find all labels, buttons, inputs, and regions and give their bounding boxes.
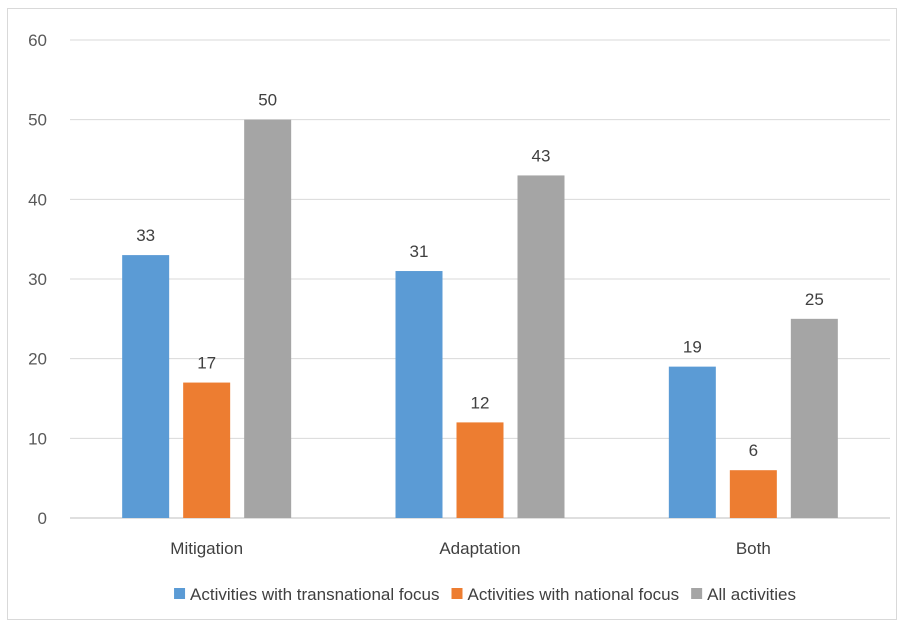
x-tick-label: Adaptation [439,539,520,558]
data-label: 19 [683,338,702,357]
legend-swatch [691,588,703,599]
bar [183,382,231,518]
legend-swatch [451,588,463,599]
bar [790,318,838,518]
data-label: 25 [805,290,824,309]
data-label: 12 [471,393,490,412]
legend-label: All activities [707,585,796,604]
legend-label: Activities with transnational focus [190,585,439,604]
bar [456,422,504,518]
y-tick-label: 40 [28,190,47,209]
data-label: 6 [749,441,758,460]
data-label: 31 [410,242,429,261]
data-label: 17 [197,354,216,373]
bar [122,255,170,518]
bar [244,119,292,519]
bar [729,470,777,518]
y-tick-label: 10 [28,429,47,448]
bar [517,175,565,518]
data-label: 50 [258,91,277,110]
x-tick-label: Mitigation [170,539,243,558]
data-label: 33 [136,226,155,245]
y-tick-label: 0 [38,509,47,528]
legend-swatch [174,588,186,599]
y-tick-label: 50 [28,111,47,130]
y-tick-label: 30 [28,270,47,289]
legend-label: Activities with national focus [467,585,679,604]
data-label: 43 [532,146,551,165]
bar [668,366,716,518]
y-tick-label: 60 [28,31,47,50]
x-tick-label: Both [736,539,771,558]
bar [395,271,443,518]
y-tick-label: 20 [28,350,47,369]
